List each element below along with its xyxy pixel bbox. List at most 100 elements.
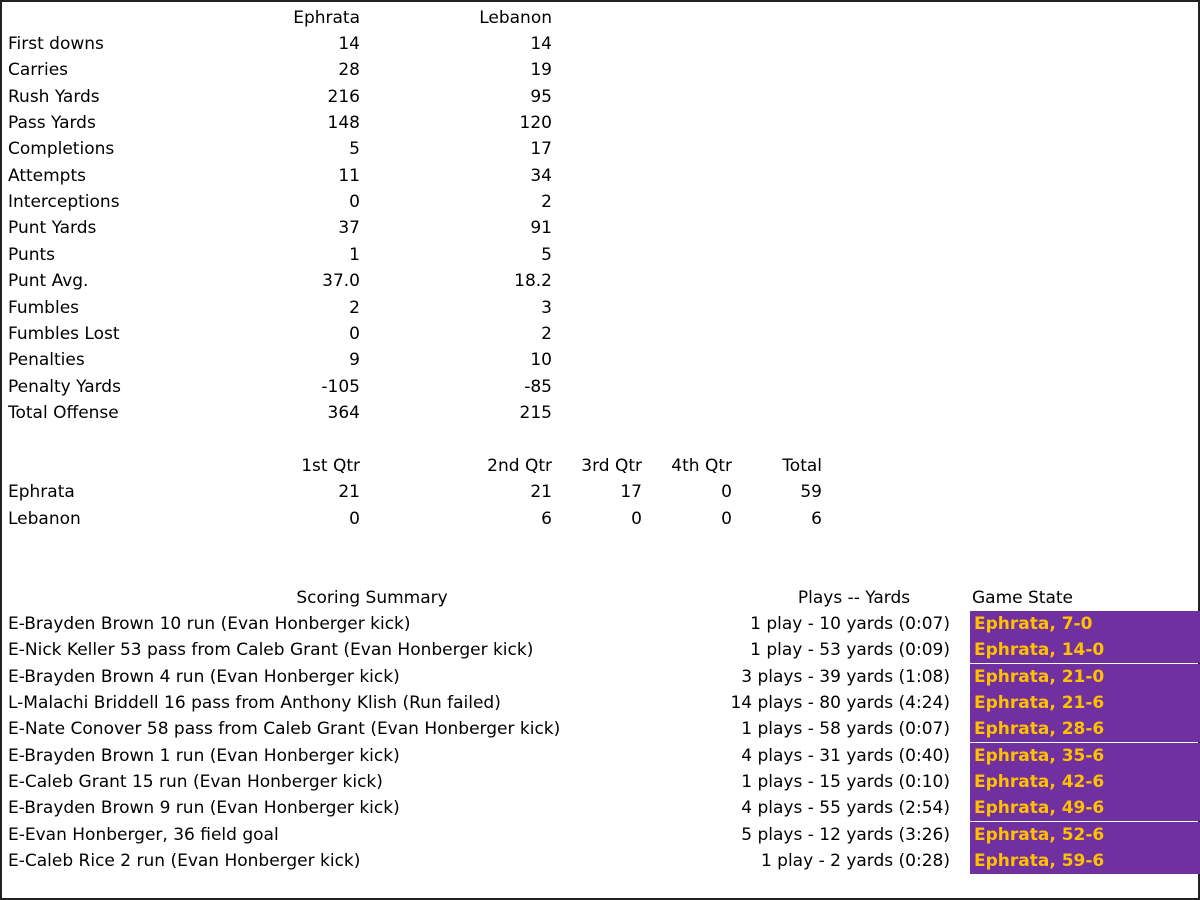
q2-score: 21 <box>530 482 552 502</box>
ephrata-stat-value: 0 <box>349 323 360 344</box>
table-row: Rush Yards 216 95 <box>4 84 1200 110</box>
ephrata-stat-value: 216 <box>327 86 360 107</box>
table-row: E-Nick Keller 53 pass from Caleb Grant (… <box>4 637 1200 664</box>
stat-label: Punt Avg. <box>8 271 89 292</box>
stat-label: Fumbles <box>8 297 80 318</box>
ephrata-stat-value: 37.0 <box>322 271 360 292</box>
scoring-play: E-Caleb Rice 2 run (Evan Honberger kick) <box>8 851 361 872</box>
drive-summary: 5 plays - 12 yards (3:26) <box>741 824 950 845</box>
ephrata-stat-value: -105 <box>321 376 360 397</box>
drive-summary: 3 plays - 39 yards (1:08) <box>741 666 950 687</box>
table-row: First downs 14 14 <box>4 31 1200 57</box>
lebanon-stat-value: 120 <box>519 113 552 134</box>
total-score: 59 <box>800 482 822 502</box>
drive-summary: 4 plays - 55 yards (2:54) <box>741 798 950 819</box>
stat-label: Rush Yards <box>8 86 100 107</box>
table-row: E-Brayden Brown 1 run (Evan Honberger ki… <box>4 742 1200 769</box>
table-row: Fumbles Lost 0 2 <box>4 321 1200 347</box>
game-state-cell: Ephrata, 49-6 <box>970 795 1200 822</box>
scoring-play: E-Nate Conover 58 pass from Caleb Grant … <box>8 719 561 740</box>
q4-score: 0 <box>721 509 732 529</box>
stat-label: First downs <box>8 34 104 54</box>
lebanon-stat-value: 18.2 <box>514 271 552 292</box>
stat-label: Penalties <box>8 350 85 371</box>
stat-label: Carries <box>8 60 69 81</box>
ephrata-stat-value: 148 <box>327 113 360 134</box>
stat-label: Interceptions <box>8 192 120 213</box>
stat-label: Total Offense <box>8 402 119 423</box>
team-name: Ephrata <box>8 482 75 502</box>
game-state-cell: Ephrata, 21-0 <box>970 663 1200 690</box>
scoring-play: L-Malachi Briddell 16 pass from Anthony … <box>8 693 501 714</box>
lebanon-stat-value: 5 <box>541 244 552 265</box>
table-row: E-Nate Conover 58 pass from Caleb Grant … <box>4 716 1200 743</box>
game-state-header: Game State <box>972 588 1074 608</box>
game-state-cell: Ephrata, 28-6 <box>970 716 1200 743</box>
game-state-cell: Ephrata, 7-0 <box>970 611 1200 637</box>
scoring-play: E-Brayden Brown 4 run (Evan Honberger ki… <box>8 666 400 687</box>
drive-summary: 1 plays - 58 yards (0:07) <box>741 719 950 740</box>
table-row: Attempts 11 34 <box>4 163 1200 189</box>
scoring-summary-header: Scoring Summary <box>296 588 448 608</box>
q2-header: 2nd Qtr <box>487 456 552 476</box>
lebanon-stat-value: 10 <box>530 350 552 371</box>
stat-label: Penalty Yards <box>8 376 121 397</box>
table-row: Punt Yards 37 91 <box>4 215 1200 241</box>
game-state-cell: Ephrata, 21-6 <box>970 690 1200 717</box>
lebanon-stat-value: 34 <box>530 165 552 186</box>
q4-score: 0 <box>721 482 732 502</box>
ephrata-stat-value: 9 <box>349 350 360 371</box>
drive-summary: 4 plays - 31 yards (0:40) <box>741 745 950 766</box>
table-row: Punt Avg. 37.0 18.2 <box>4 268 1200 294</box>
q3-score: 17 <box>620 482 642 502</box>
team-name: Lebanon <box>8 509 81 529</box>
scoring-header-row: Scoring Summary Plays -- Yards Game Stat… <box>4 585 1200 611</box>
quarters-header-row: 1st Qtr 2nd Qtr 3rd Qtr 4th Qtr Total <box>4 453 1200 479</box>
stat-label: Pass Yards <box>8 113 96 134</box>
lebanon-stat-value: 2 <box>541 323 552 344</box>
lebanon-stat-value: 215 <box>519 402 552 423</box>
ephrata-stat-value: 37 <box>338 218 360 239</box>
lebanon-stat-value: 95 <box>530 86 552 107</box>
game-state-cell: Ephrata, 14-0 <box>970 637 1200 664</box>
table-row: Interceptions 0 2 <box>4 189 1200 215</box>
table-row: E-Caleb Grant 15 run (Evan Honberger kic… <box>4 769 1200 796</box>
lebanon-stat-value: 17 <box>530 139 552 160</box>
table-row: Completions 5 17 <box>4 136 1200 162</box>
stat-label: Fumbles Lost <box>8 323 120 344</box>
game-state-cell: Ephrata, 42-6 <box>970 769 1200 796</box>
q4-header: 4th Qtr <box>671 456 732 476</box>
ephrata-stat-value: 28 <box>338 60 360 81</box>
table-row: E-Evan Honberger, 36 field goal 5 plays -… <box>4 821 1200 848</box>
stats-header-row: Ephrata Lebanon <box>4 5 1200 31</box>
drive-summary: 1 play - 10 yards (0:07) <box>750 614 950 634</box>
table-row: E-Brayden Brown 4 run (Evan Honberger ki… <box>4 663 1200 690</box>
table-row: Penalties 9 10 <box>4 347 1200 373</box>
stats-header-lebanon: Lebanon <box>479 8 552 28</box>
q2-score: 6 <box>541 509 552 529</box>
stat-label: Attempts <box>8 165 86 186</box>
game-state-cell: Ephrata, 35-6 <box>970 742 1200 769</box>
scoring-play: E-Nick Keller 53 pass from Caleb Grant (… <box>8 640 534 661</box>
q1-score: 0 <box>349 509 360 529</box>
ephrata-stat-value: 1 <box>349 244 360 265</box>
drive-summary: 1 plays - 15 yards (0:10) <box>741 772 950 793</box>
scoring-play: E-Caleb Grant 15 run (Evan Honberger kic… <box>8 772 383 793</box>
ephrata-stat-value: 364 <box>327 402 360 423</box>
scoring-play: E-Evan Honberger, 36 field goal <box>8 824 279 845</box>
ephrata-stat-value: 11 <box>338 165 360 186</box>
lebanon-stat-value: 91 <box>530 218 552 239</box>
scoring-play: E-Brayden Brown 10 run (Evan Honberger k… <box>8 614 411 634</box>
plays-yards-header: Plays -- Yards <box>797 588 911 608</box>
q1-header: 1st Qtr <box>301 456 360 476</box>
table-row: Pass Yards 148 120 <box>4 110 1200 136</box>
lebanon-stat-value: 2 <box>541 192 552 213</box>
table-row: E-Brayden Brown 9 run (Evan Honberger ki… <box>4 795 1200 822</box>
stat-label: Completions <box>8 139 115 160</box>
table-row: Penalty Yards -105 -85 <box>4 374 1200 400</box>
table-row: Fumbles 2 3 <box>4 295 1200 321</box>
total-score: 6 <box>811 509 822 529</box>
table-row: Punts 1 5 <box>4 242 1200 268</box>
table-row: E-Caleb Rice 2 run (Evan Honberger kick)… <box>4 848 1200 875</box>
